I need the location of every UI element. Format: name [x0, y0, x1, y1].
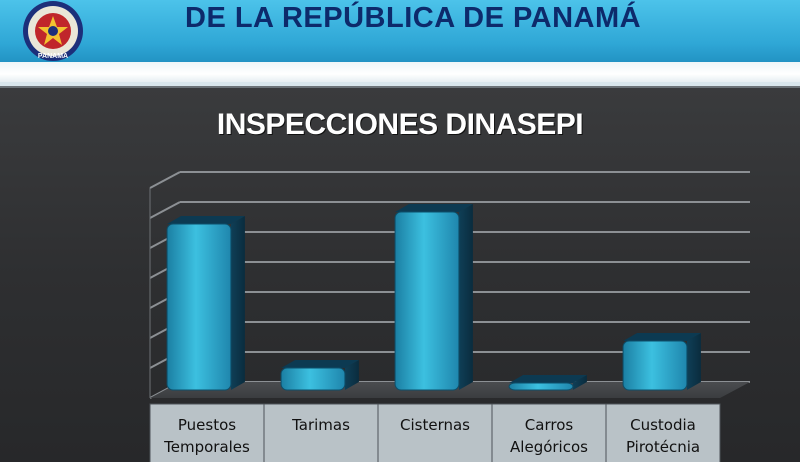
x-tick-label: Custodia	[630, 416, 696, 434]
fire-department-emblem-icon: PANAMA	[23, 1, 83, 61]
bar-side	[230, 216, 245, 390]
logo-text: PANAMA	[38, 53, 68, 60]
bar-side	[686, 333, 701, 390]
bar-front	[394, 211, 460, 391]
chart-title: INSPECCIONES DINASEPI	[216, 108, 584, 141]
bar-chart: Puestos Temporales Tarimas Cisternas Carros A…	[149, 171, 750, 462]
x-tick-label: Tarimas	[291, 416, 350, 434]
bar-front	[280, 367, 346, 391]
bar	[508, 375, 587, 391]
x-tick-label: Pirotécnia	[626, 438, 700, 456]
bar-top	[281, 360, 359, 368]
bar-top	[395, 204, 473, 212]
bar	[622, 333, 701, 391]
bar-side	[458, 204, 473, 390]
bar-side	[344, 360, 359, 390]
bar-front	[622, 340, 688, 391]
gridline-side	[149, 171, 181, 189]
bar-front	[166, 223, 232, 391]
header-bar: PANAMA DE LA REPÚBLICA DE PANAMÁ	[0, 0, 800, 62]
x-tick-label: Cisternas	[400, 416, 470, 434]
header-divider	[0, 62, 800, 82]
x-tick-label: Alegóricos	[510, 438, 588, 456]
bar	[166, 216, 245, 391]
bar-top	[167, 216, 245, 224]
bar	[394, 204, 473, 391]
x-tick-label: Temporales	[163, 438, 250, 456]
bar-top	[623, 333, 701, 341]
x-tick-label: Carros	[525, 416, 574, 434]
chart-slide: INSPECCIONES DINASEPI Puestos Temporales T…	[0, 86, 800, 462]
bar	[280, 360, 359, 391]
bar-side	[572, 375, 587, 390]
bar-front	[508, 382, 574, 391]
gridline-side	[149, 201, 181, 219]
category-axis-band	[149, 403, 721, 462]
page-title: DE LA REPÚBLICA DE PANAMÁ	[185, 2, 642, 34]
bar-top	[509, 375, 587, 383]
x-tick-label: Puestos	[178, 416, 236, 434]
